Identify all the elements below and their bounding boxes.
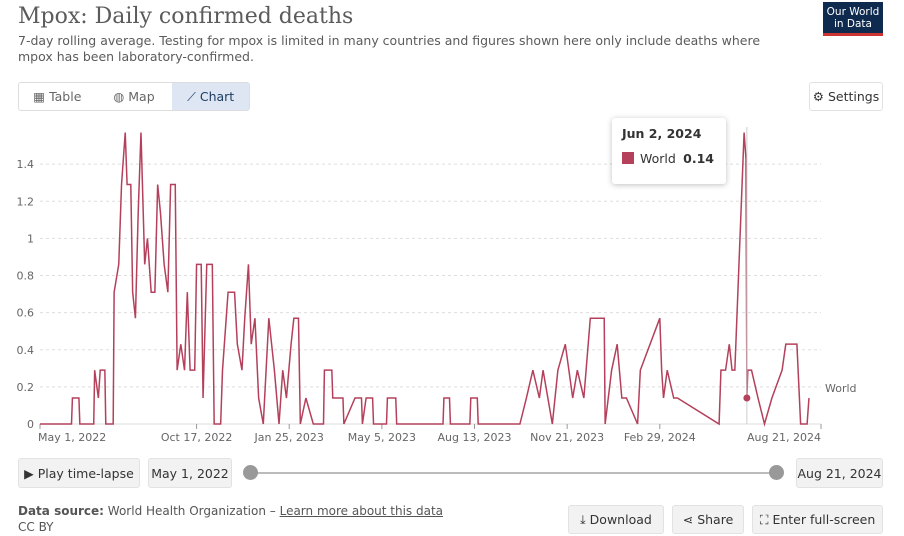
- timeline-track: [250, 472, 776, 474]
- tab-label: Map: [128, 89, 155, 104]
- play-button[interactable]: ▶ Play time-lapse: [18, 458, 140, 488]
- chart: 0 0.2 0.4 0.6 0.8 1 1.2 1.4 May 1, 2022 Oct 17, 2…: [17, 127, 857, 444]
- logo-line: Our World: [826, 6, 880, 18]
- tooltip-series: World: [640, 151, 676, 166]
- button-label: Settings: [827, 89, 880, 104]
- fullscreen-button[interactable]: ⛶ Enter full-screen: [752, 505, 883, 534]
- timeline-handle[interactable]: [769, 465, 784, 480]
- logo[interactable]: Our World in Data: [823, 2, 883, 36]
- x-tick-label: May 1, 2022: [38, 431, 106, 444]
- download-button[interactable]: ⤓ Download: [568, 505, 664, 534]
- y-tick-label: 1.4: [17, 158, 35, 171]
- y-tick-label: 1: [27, 232, 34, 245]
- y-tick-label: 0.4: [17, 344, 35, 357]
- learn-more-link[interactable]: Learn more about this data: [279, 504, 444, 518]
- hover-point: [743, 394, 751, 402]
- license: CC BY: [18, 520, 54, 534]
- tab-label: Chart: [199, 89, 235, 104]
- tooltip-swatch: [622, 152, 634, 164]
- x-tick-label: Feb 29, 2024: [624, 431, 696, 444]
- y-tick-label: 0.2: [17, 381, 35, 394]
- x-tick-label: Nov 21, 2023: [530, 431, 604, 444]
- series-label: World: [825, 382, 857, 395]
- button-label: Enter full-screen: [772, 512, 876, 527]
- tab-label: Table: [49, 89, 82, 104]
- y-tick-label: 0.8: [17, 270, 35, 283]
- timeline-handle[interactable]: [243, 465, 258, 480]
- tab[interactable]: ⟋ Chart: [172, 83, 250, 110]
- x-tick-label: Jan 25, 2023: [253, 431, 323, 444]
- logo-line: in Data: [834, 18, 872, 30]
- x-tick-label: Oct 17, 2022: [161, 431, 233, 444]
- subtitle: 7-day rolling average. Testing for mpox …: [18, 33, 761, 64]
- button-label: Aug 21, 2024: [797, 465, 882, 481]
- tooltip: Jun 2, 2024 World 0.14: [612, 118, 726, 184]
- x-tick-label: Aug 21, 2024: [747, 431, 821, 444]
- source: World Health Organization: [107, 504, 266, 518]
- tooltip-value: 0.14: [683, 151, 714, 166]
- button-label: Play time-lapse: [37, 465, 134, 481]
- tab[interactable]: ▦ Table: [33, 89, 82, 104]
- tab[interactable]: ◍ Map: [113, 89, 155, 104]
- series-line: [40, 132, 810, 427]
- chart-title: Mpox: Daily confirmed deaths: [18, 4, 354, 29]
- button-label: Download: [589, 512, 652, 527]
- tooltip-date: Jun 2, 2024: [622, 126, 702, 141]
- settings-button[interactable]: ⚙ Settings: [809, 82, 883, 111]
- share-button[interactable]: ⋖ Share: [672, 505, 744, 534]
- tab-bar: ▦ Table ◍ Map ⟋ Chart: [18, 82, 250, 111]
- timeline-end[interactable]: Aug 21, 2024: [796, 458, 883, 488]
- x-tick-label: May 5, 2023: [348, 431, 416, 444]
- button-label: May 1, 2022: [151, 465, 229, 481]
- footer: Data source: World Health Organization –…: [18, 503, 443, 535]
- y-tick-label: 0: [27, 418, 34, 431]
- timeline-start[interactable]: May 1, 2022: [148, 458, 232, 488]
- y-tick-label: 1.2: [17, 195, 35, 208]
- x-tick-label: Aug 13, 2023: [438, 431, 512, 444]
- source-label: Data source:: [18, 504, 104, 518]
- button-label: Share: [697, 512, 734, 527]
- y-tick-label: 0.6: [17, 307, 35, 320]
- separator: –: [269, 504, 276, 518]
